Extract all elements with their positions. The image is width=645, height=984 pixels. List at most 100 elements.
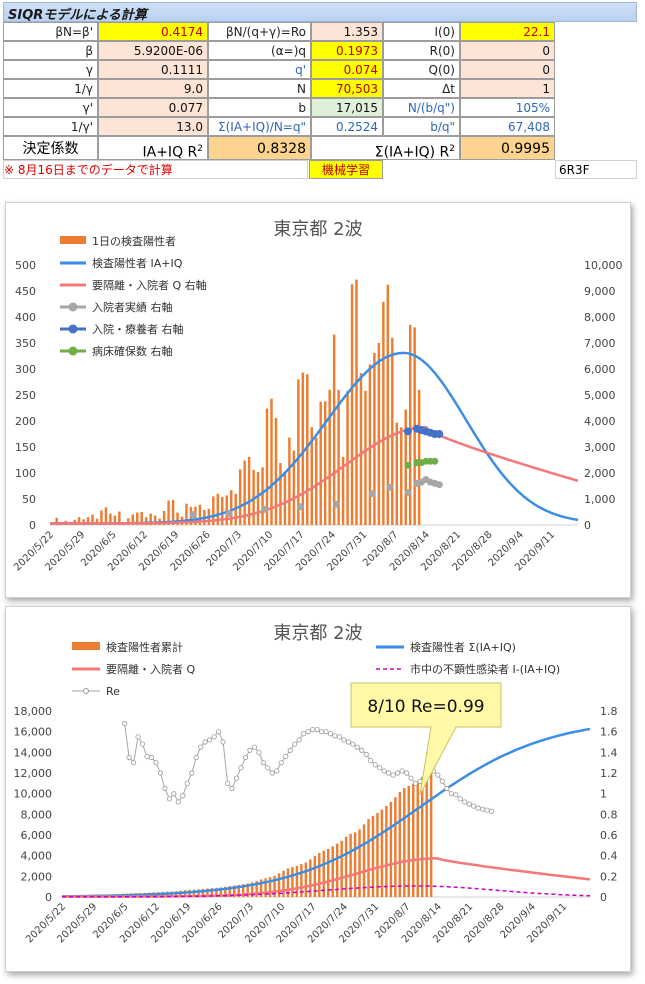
chart1-treatment-dot: [403, 427, 412, 436]
chart2-callout: [350, 682, 502, 795]
chart1-container: 東京都 2波 0 50 100 150 200 250 300 350 400 450 500 0 1,0…: [5, 202, 631, 598]
chart2-re-point: [323, 729, 329, 735]
param-value-b6[interactable]: 0.2524: [311, 117, 383, 136]
sheet-title: SIQRモデルによる計算: [8, 8, 147, 23]
chart1-hospital-dot: [435, 481, 443, 489]
param-value-6[interactable]: 13.0: [98, 117, 208, 136]
chart1-bar: [261, 467, 264, 525]
param-value-b5[interactable]: 17,015: [311, 98, 383, 117]
chart2-bar: [335, 843, 339, 897]
chart2-re-point: [144, 753, 150, 760]
param-label-c2[interactable]: R(0): [383, 41, 460, 60]
chart1-hospital-dot: [404, 489, 412, 496]
param-label-2[interactable]: β: [3, 41, 98, 60]
chart1-bar: [167, 500, 170, 525]
param-value-2[interactable]: 5.9200E-06: [98, 41, 208, 60]
param-value-b2[interactable]: 0.1973: [311, 41, 383, 60]
chart1-left-tick: 400: [15, 311, 36, 324]
chart1-bar: [212, 496, 215, 525]
param-value-b1[interactable]: 1.353: [311, 22, 383, 41]
param-value-c3[interactable]: 0: [460, 60, 555, 79]
param-label-5[interactable]: γ': [3, 98, 98, 117]
code-cell[interactable]: 6R3F: [555, 160, 637, 179]
chart1-hospital-dot: [386, 483, 394, 491]
chart2-re-point: [292, 741, 298, 747]
chart1-left-tick: 100: [15, 467, 36, 480]
chart2-left-tick: 14,000: [14, 746, 53, 759]
param-label-b1[interactable]: βN/(q+γ)=Ro: [208, 22, 311, 41]
chart2-bar: [304, 862, 308, 897]
chart2-re-point: [475, 805, 481, 811]
chart2-re-point: [336, 734, 343, 740]
chart2-re-point: [327, 731, 334, 737]
chart2-re-point: [314, 727, 320, 733]
param-value-c5[interactable]: 105%: [460, 98, 555, 117]
chart1-hospital-dot: [332, 500, 340, 508]
chart2-bar: [353, 832, 357, 897]
chart2-re-point: [301, 731, 307, 737]
sigma-r2-label[interactable]: Σ(IA+IQ) R2: [311, 136, 460, 160]
chart2-re-point: [296, 737, 302, 743]
chart2-bar: [291, 867, 294, 897]
chart2-re-point: [130, 760, 137, 766]
chart1-right-tick: 9,000: [584, 285, 616, 298]
param-label-c5[interactable]: N/(b/q"): [383, 98, 460, 117]
chart1-hospital-dot: [368, 490, 376, 498]
chart2-re-point: [448, 791, 454, 797]
chart1-bar: [337, 389, 340, 525]
chart2-bar: [340, 840, 343, 897]
chart2-re-point: [233, 775, 240, 781]
chart1-bar: [346, 390, 349, 525]
param-label-c3[interactable]: Q(0): [383, 60, 460, 79]
chart2-re-point: [412, 780, 419, 786]
param-label-6[interactable]: 1/γ': [3, 117, 98, 136]
param-label-c6[interactable]: b/q": [383, 117, 460, 136]
r2-title[interactable]: 決定係数: [3, 136, 98, 160]
param-label-1[interactable]: βN=β': [3, 22, 98, 41]
param-value-4[interactable]: 9.0: [98, 79, 208, 98]
r2-value[interactable]: 0.8328: [208, 136, 311, 160]
chart2-bar: [241, 884, 245, 897]
chart2-re-point: [488, 808, 495, 814]
chart2-re-point: [260, 760, 266, 766]
chart2-re-point: [198, 744, 204, 750]
sigma-r2-value[interactable]: 0.9995: [460, 136, 555, 160]
chart2-bar: [416, 781, 419, 897]
chart2-left-tick: 4,000: [21, 850, 53, 863]
param-label-3[interactable]: γ: [3, 60, 98, 79]
param-label-b3[interactable]: q': [208, 60, 311, 79]
chart2-re-point: [175, 799, 181, 805]
param-value-c6[interactable]: 67,408: [460, 117, 555, 136]
chart1-hospital-dot: [225, 509, 233, 517]
param-value-b4[interactable]: 70,503: [311, 79, 383, 98]
param-value-5[interactable]: 0.077: [98, 98, 208, 117]
chart1-bar: [408, 324, 412, 525]
param-label-b4[interactable]: N: [208, 79, 311, 98]
chart1-bar: [382, 301, 385, 525]
machine-learning-cell[interactable]: 機械学習: [309, 160, 383, 179]
chart1-bar: [315, 437, 318, 525]
param-value-c4[interactable]: 1: [460, 79, 555, 98]
param-value-c2[interactable]: 0: [460, 41, 555, 60]
param-label-c4[interactable]: Δt: [383, 79, 460, 98]
chart2-bar: [237, 884, 240, 897]
chart1-legend-label: 1日の検査陽性者: [92, 234, 176, 248]
param-value-c1[interactable]: 22.1: [460, 22, 555, 41]
chart2-bar: [394, 797, 397, 897]
param-label-b2[interactable]: (α=)q: [208, 41, 311, 60]
chart1-bar: [283, 471, 287, 525]
param-label-c1[interactable]: I(0): [383, 22, 460, 41]
param-label-b6[interactable]: Σ(IA+IQ)/N=q": [208, 117, 311, 136]
chart1-bar: [247, 456, 251, 525]
chart2-q-line: [62, 857, 591, 898]
param-value-1[interactable]: 0.4174: [98, 22, 208, 41]
param-value-b3[interactable]: 0.074: [311, 60, 383, 79]
chart1-right-tick: 3,000: [584, 441, 616, 454]
chart2-re-point: [359, 747, 365, 753]
r2-label[interactable]: IA+IQ R2: [98, 136, 208, 160]
chart1-bar: [100, 510, 103, 525]
param-label-4[interactable]: 1/γ: [3, 79, 98, 98]
param-value-3[interactable]: 0.1111: [98, 60, 208, 79]
chart1-bar: [368, 364, 372, 525]
param-label-b5[interactable]: b: [208, 98, 311, 117]
